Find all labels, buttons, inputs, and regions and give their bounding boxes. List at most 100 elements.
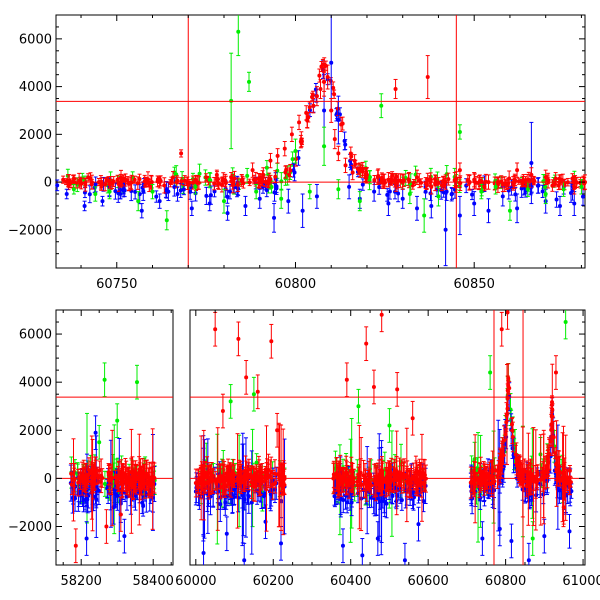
data-point [279, 179, 284, 184]
data-point [314, 194, 319, 199]
data-point [400, 196, 405, 201]
data-point [193, 184, 198, 189]
data-point [322, 79, 327, 84]
data-point [381, 179, 386, 184]
data-point [515, 206, 520, 211]
data-point [132, 177, 137, 182]
data-point [86, 473, 91, 478]
data-point [269, 184, 274, 189]
data-point [393, 86, 398, 91]
data-point [119, 470, 124, 475]
data-point [529, 160, 534, 165]
data-point [93, 468, 98, 473]
data-point [307, 189, 312, 194]
data-point [340, 543, 345, 548]
bottom-plot-area [56, 310, 585, 565]
data-point [134, 475, 139, 480]
data-point [243, 203, 248, 208]
data-point [540, 189, 545, 194]
data-point [125, 178, 130, 183]
data-point [179, 179, 184, 184]
bottom-left-plot-frame [55, 309, 174, 566]
data-point [429, 184, 434, 189]
green-series [71, 15, 584, 233]
data-point [372, 189, 377, 194]
data-point [242, 558, 247, 563]
data-point [264, 165, 269, 170]
data-point [148, 483, 153, 488]
data-point [189, 206, 194, 211]
data-point [254, 460, 259, 465]
data-point [310, 92, 315, 97]
data-point [502, 442, 507, 447]
red-series [61, 55, 587, 195]
data-point [207, 177, 212, 182]
data-point [140, 185, 145, 190]
data-point [139, 208, 144, 213]
data-point [375, 536, 380, 541]
data-point [96, 474, 101, 479]
data-point [61, 177, 66, 182]
data-point [144, 473, 149, 478]
top-ytick-label: 4000 [19, 80, 52, 95]
data-point [103, 182, 108, 187]
data-point [357, 168, 362, 173]
data-point [449, 192, 454, 197]
data-point [457, 213, 462, 218]
data-point [232, 495, 237, 500]
data-point [89, 182, 94, 187]
data-point [71, 187, 76, 192]
data-point [421, 499, 426, 504]
data-point [407, 192, 412, 197]
data-point [121, 188, 126, 193]
data-point [390, 173, 395, 178]
data-point [416, 522, 421, 527]
data-point [572, 184, 577, 189]
data-point [249, 500, 254, 505]
data-point [465, 177, 470, 182]
data-point [235, 182, 240, 187]
data-point [170, 175, 175, 180]
data-point [507, 176, 512, 181]
top-xtick-label: 60800 [275, 277, 316, 292]
data-point [572, 201, 577, 206]
data-point [579, 184, 584, 189]
data-point [535, 183, 540, 188]
data-point [369, 495, 374, 500]
data-point [553, 176, 558, 181]
data-point [384, 501, 389, 506]
data-point [181, 187, 186, 192]
data-point [436, 194, 441, 199]
data-point [350, 170, 355, 175]
data-point [415, 175, 420, 180]
data-point [141, 503, 146, 508]
data-point [274, 186, 279, 191]
data-point [107, 189, 112, 194]
data-point [124, 478, 129, 483]
data-point [422, 213, 427, 218]
data-point [116, 474, 121, 479]
data-point [372, 177, 377, 182]
data-point [204, 193, 209, 198]
data-point [268, 158, 273, 163]
data-point [164, 218, 169, 223]
data-point [529, 172, 534, 177]
data-point [279, 196, 284, 201]
data-point [253, 177, 258, 182]
data-point [157, 199, 162, 204]
data-point [188, 189, 193, 194]
data-point [375, 175, 380, 180]
data-point [218, 502, 223, 507]
top-ytick-label: −2000 [8, 223, 52, 238]
data-point [386, 201, 391, 206]
top-plot-area [55, 15, 587, 268]
data-point [91, 478, 96, 483]
data-point [142, 481, 147, 486]
data-point [407, 178, 412, 183]
data-point [567, 529, 572, 534]
data-point [162, 183, 167, 188]
bottom-right-plot-frame [189, 309, 586, 566]
data-point [207, 201, 212, 206]
data-point [429, 203, 434, 208]
